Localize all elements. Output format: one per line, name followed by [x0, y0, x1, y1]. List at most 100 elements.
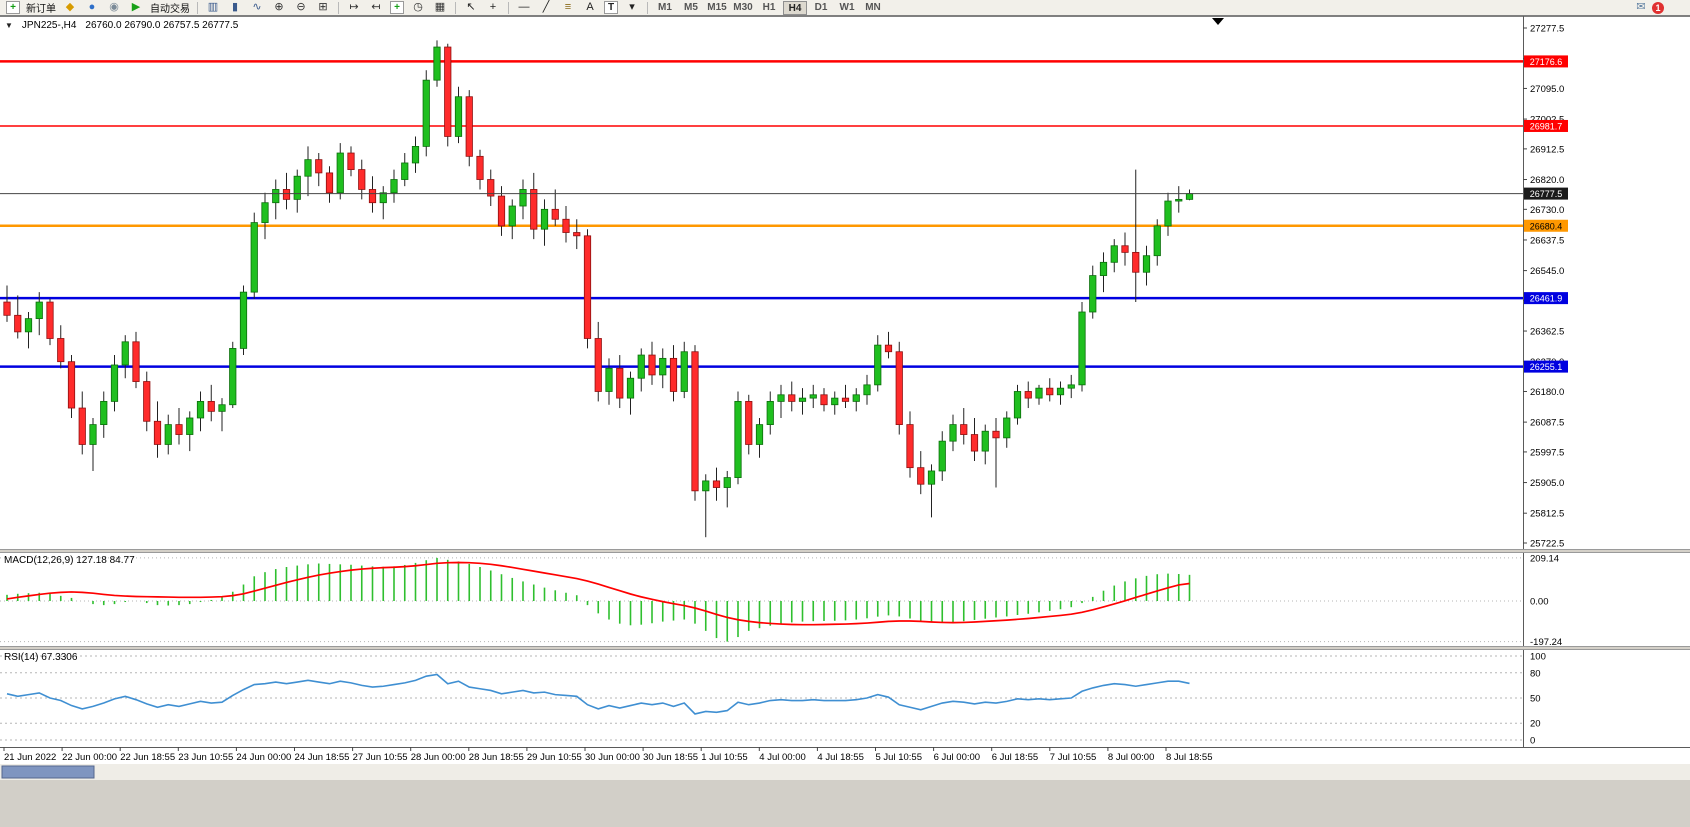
one-click-trading-toggle[interactable]: ▼ — [5, 21, 13, 30]
toolbar-separator — [197, 1, 198, 14]
candle-body — [304, 159, 312, 177]
candle-body — [745, 401, 753, 445]
tile-windows-icon[interactable]: ⊞ — [318, 1, 328, 13]
price-badge-label: 26981.7 — [1530, 121, 1563, 131]
bar-chart-icon[interactable]: ▥ — [207, 1, 219, 13]
autotrading-label[interactable]: 自动交易 — [150, 4, 190, 15]
candle-body — [293, 175, 301, 200]
price-axis-label: 26730.0 — [1530, 205, 1564, 216]
macd-label: MACD(12,26,9) 127.18 84.77 — [4, 555, 135, 566]
price-badge-label: 26680.4 — [1530, 221, 1563, 231]
rsi-scale-label: 50 — [1530, 694, 1541, 705]
line-chart-icon[interactable]: ∿ — [252, 1, 262, 13]
symbol-period-label: JPN225-,H4 — [21, 20, 77, 31]
templates-icon[interactable]: ▦ — [434, 1, 446, 13]
autotrading-icon[interactable]: ▶ — [131, 1, 141, 13]
separator-rsi[interactable] — [0, 646, 1690, 650]
crosshair-icon[interactable]: + — [489, 1, 497, 13]
candle-body — [454, 96, 463, 137]
candle-body — [863, 384, 871, 396]
candle-body — [261, 202, 269, 223]
candle-body — [401, 162, 409, 180]
timeframe-button-mn[interactable]: MN — [865, 1, 881, 13]
rsi-scale-label: 80 — [1530, 668, 1541, 679]
mail-icon[interactable]: ✉ — [1636, 1, 1646, 13]
text-label-tool-icon[interactable]: T — [604, 1, 618, 14]
candle-body — [476, 155, 484, 180]
candle-body — [390, 179, 398, 194]
candle-body — [992, 430, 1000, 439]
timeframe-button-m30[interactable]: M30 — [733, 1, 753, 13]
metaeditor-icon[interactable]: ◆ — [65, 1, 75, 13]
price-axis-label: 26545.0 — [1530, 266, 1564, 277]
candle-body — [175, 424, 183, 435]
signals-icon[interactable]: ◉ — [109, 1, 119, 13]
rsi-scale-label: 100 — [1530, 652, 1546, 663]
price-axis-label: 27095.0 — [1530, 84, 1564, 95]
chart-window[interactable]: 27277.527185.027095.027002.526912.526820… — [0, 16, 1690, 827]
trendline-tool-icon[interactable]: ╱ — [542, 1, 550, 13]
price-badge-26981.7: 26981.7 — [1524, 119, 1568, 132]
candlestick-chart-icon[interactable]: ▮ — [231, 1, 239, 13]
timeframe-button-h1[interactable]: H1 — [762, 1, 776, 13]
time-axis-label: 6 Jul 00:00 — [934, 752, 980, 763]
fibonacci-tool-icon[interactable]: ≡ — [564, 1, 572, 13]
candle-body — [132, 341, 140, 382]
candle-body — [723, 477, 731, 488]
candle-body — [250, 222, 258, 293]
timeframe-button-w1[interactable]: W1 — [839, 1, 855, 13]
h-scrollbar-track[interactable] — [0, 764, 1690, 780]
candle-body — [659, 357, 667, 376]
candle-body — [315, 159, 323, 174]
zoom-out-icon[interactable]: ⊖ — [296, 1, 306, 13]
auto-scroll-icon[interactable]: ↦ — [349, 1, 359, 13]
terminal-icon[interactable]: ● — [88, 1, 96, 13]
price-badge-26777.5: 26777.5 — [1524, 187, 1568, 200]
candle-body — [1142, 255, 1151, 273]
candle-body — [14, 314, 22, 333]
candle-body — [78, 407, 86, 445]
candle-body — [121, 341, 129, 366]
price-badge-label: 26255.1 — [1530, 362, 1563, 372]
new-order-icon[interactable]: + — [6, 1, 20, 14]
zoom-in-icon[interactable]: ⊕ — [274, 1, 284, 13]
candle-body — [637, 354, 645, 379]
candle-body — [110, 364, 119, 402]
time-axis-label: 24 Jun 18:55 — [295, 752, 350, 763]
indicators-icon[interactable]: + — [390, 1, 404, 14]
separator-macd[interactable] — [0, 549, 1690, 553]
candle-body — [1164, 200, 1172, 227]
chart-shift-marker[interactable] — [1212, 18, 1224, 25]
candle-body — [798, 397, 807, 402]
periods-icon[interactable]: ◷ — [413, 1, 423, 13]
price-chart-canvas[interactable]: 27277.527185.027095.027002.526912.526820… — [0, 16, 1690, 827]
timeframe-button-d1[interactable]: D1 — [814, 1, 828, 13]
cursor-icon[interactable]: ↖ — [466, 1, 476, 13]
rsi-scale-label: 0 — [1530, 736, 1535, 747]
timeframe-button-m15[interactable]: M15 — [707, 1, 727, 13]
candle-body — [669, 357, 678, 392]
new-order-label[interactable]: 新订单 — [26, 4, 56, 15]
candle-body — [1003, 417, 1011, 439]
candle-body — [411, 146, 420, 164]
notification-badge[interactable]: 1 — [1652, 1, 1664, 14]
candle-body — [143, 381, 151, 422]
candle-body — [1024, 391, 1032, 399]
timeframe-button-m1[interactable]: M1 — [658, 1, 672, 13]
arrows-tool-icon[interactable]: ▾ — [629, 1, 635, 13]
h-scrollbar-thumb[interactable] — [1, 765, 95, 779]
timeframe-button-h4[interactable]: H4 — [783, 0, 807, 15]
text-tool-icon[interactable]: A — [586, 1, 594, 13]
price-axis-label: 26362.5 — [1530, 327, 1564, 338]
chart-shift-icon[interactable]: ↤ — [371, 1, 381, 13]
price-axis-label: 25722.5 — [1530, 539, 1564, 550]
candle-body — [831, 397, 839, 406]
candle-body — [562, 218, 570, 233]
candle-body — [970, 434, 979, 452]
horizontal-line-tool-icon[interactable]: — — [518, 1, 530, 13]
timeframe-button-m5[interactable]: M5 — [684, 1, 698, 13]
candle-body — [594, 338, 602, 392]
candle-body — [680, 351, 688, 392]
macd-scale-label: -197.24 — [1530, 637, 1562, 648]
time-axis-label: 21 Jun 2022 — [4, 752, 56, 763]
